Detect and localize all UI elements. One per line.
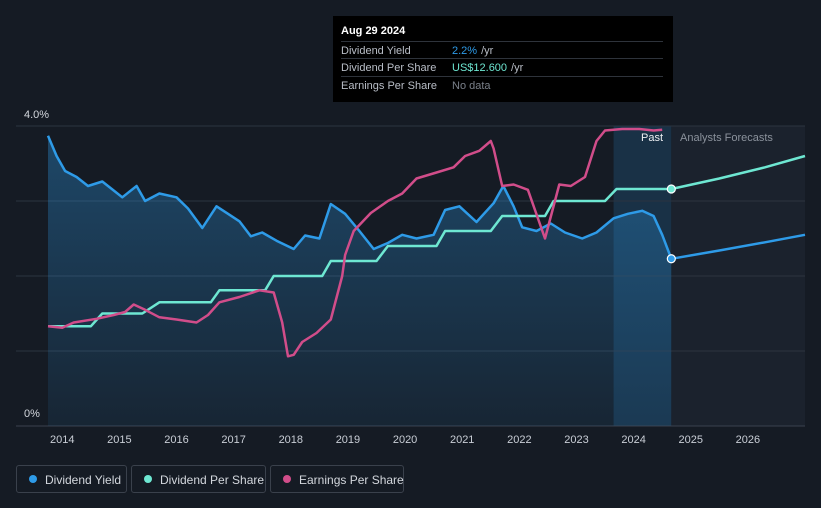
tooltip-label: Dividend Per Share — [341, 62, 437, 74]
tooltip-row-dividend-yield: Dividend Yield 2.2%/yr — [341, 41, 663, 60]
tooltip-value: 2.2%/yr — [452, 45, 494, 57]
x-tick-label: 2022 — [507, 434, 531, 446]
x-tick-label: 2020 — [393, 434, 417, 446]
dividend-yield-line — [46, 135, 673, 260]
x-axis: 2014 2015 2016 2017 2018 2019 2020 2021 2022 2023… — [50, 434, 760, 446]
legend-label: Dividend Per Share — [160, 473, 265, 487]
x-tick-label: 2024 — [621, 434, 645, 446]
legend-dot-icon — [144, 475, 152, 483]
legend-dot-icon — [29, 475, 37, 483]
legend-label: Earnings Per Share — [299, 473, 404, 487]
dividend-per-share-line — [48, 187, 672, 328]
tooltip-row-earnings-per-share: Earnings Per Share No data — [341, 76, 663, 95]
legend-dot-icon — [283, 475, 291, 483]
tooltip-label: Dividend Yield — [341, 45, 411, 57]
y-tick-label-bottom: 0% — [24, 408, 40, 420]
dividend-yield-forecast-line — [671, 233, 806, 261]
series-layer — [46, 127, 806, 427]
tooltip-value: US$12.600/yr — [452, 62, 524, 74]
x-tick-label: 2019 — [336, 434, 360, 446]
tooltip-date: Aug 29 2024 — [341, 25, 406, 37]
tooltip-value: No data — [452, 80, 491, 92]
x-tick-label: 2014 — [50, 434, 74, 446]
x-tick-label: 2016 — [164, 434, 188, 446]
dividend-yield-marker — [666, 254, 676, 264]
tooltip: Aug 29 2024 Dividend Yield 2.2%/yr Divid… — [333, 16, 673, 102]
y-tick-label-top: 4.0% — [24, 109, 50, 121]
tooltip-label: Earnings Per Share — [341, 80, 437, 92]
x-tick-label: 2018 — [279, 434, 303, 446]
x-tick-label: 2015 — [107, 434, 131, 446]
dividend-per-share-forecast-line — [671, 154, 806, 191]
legend-label: Dividend Yield — [45, 473, 122, 487]
dividend-per-share-marker — [666, 184, 676, 194]
x-tick-label: 2026 — [736, 434, 760, 446]
tooltip-row-dividend-per-share: Dividend Per Share US$12.600/yr — [341, 58, 663, 77]
legend-item-dividend-yield[interactable]: Dividend Yield — [16, 465, 127, 493]
x-tick-label: 2021 — [450, 434, 474, 446]
x-tick-label: 2017 — [221, 434, 245, 446]
past-label: Past — [641, 132, 664, 144]
x-tick-label: 2023 — [564, 434, 588, 446]
legend-item-dividend-per-share[interactable]: Dividend Per Share — [131, 465, 266, 493]
forecast-label: Analysts Forecasts — [680, 132, 773, 144]
legend-item-earnings-per-share[interactable]: Earnings Per Share — [270, 465, 404, 493]
dividend-yield-area — [48, 135, 672, 427]
x-tick-label: 2025 — [678, 434, 702, 446]
earnings-per-share-line — [47, 127, 663, 358]
